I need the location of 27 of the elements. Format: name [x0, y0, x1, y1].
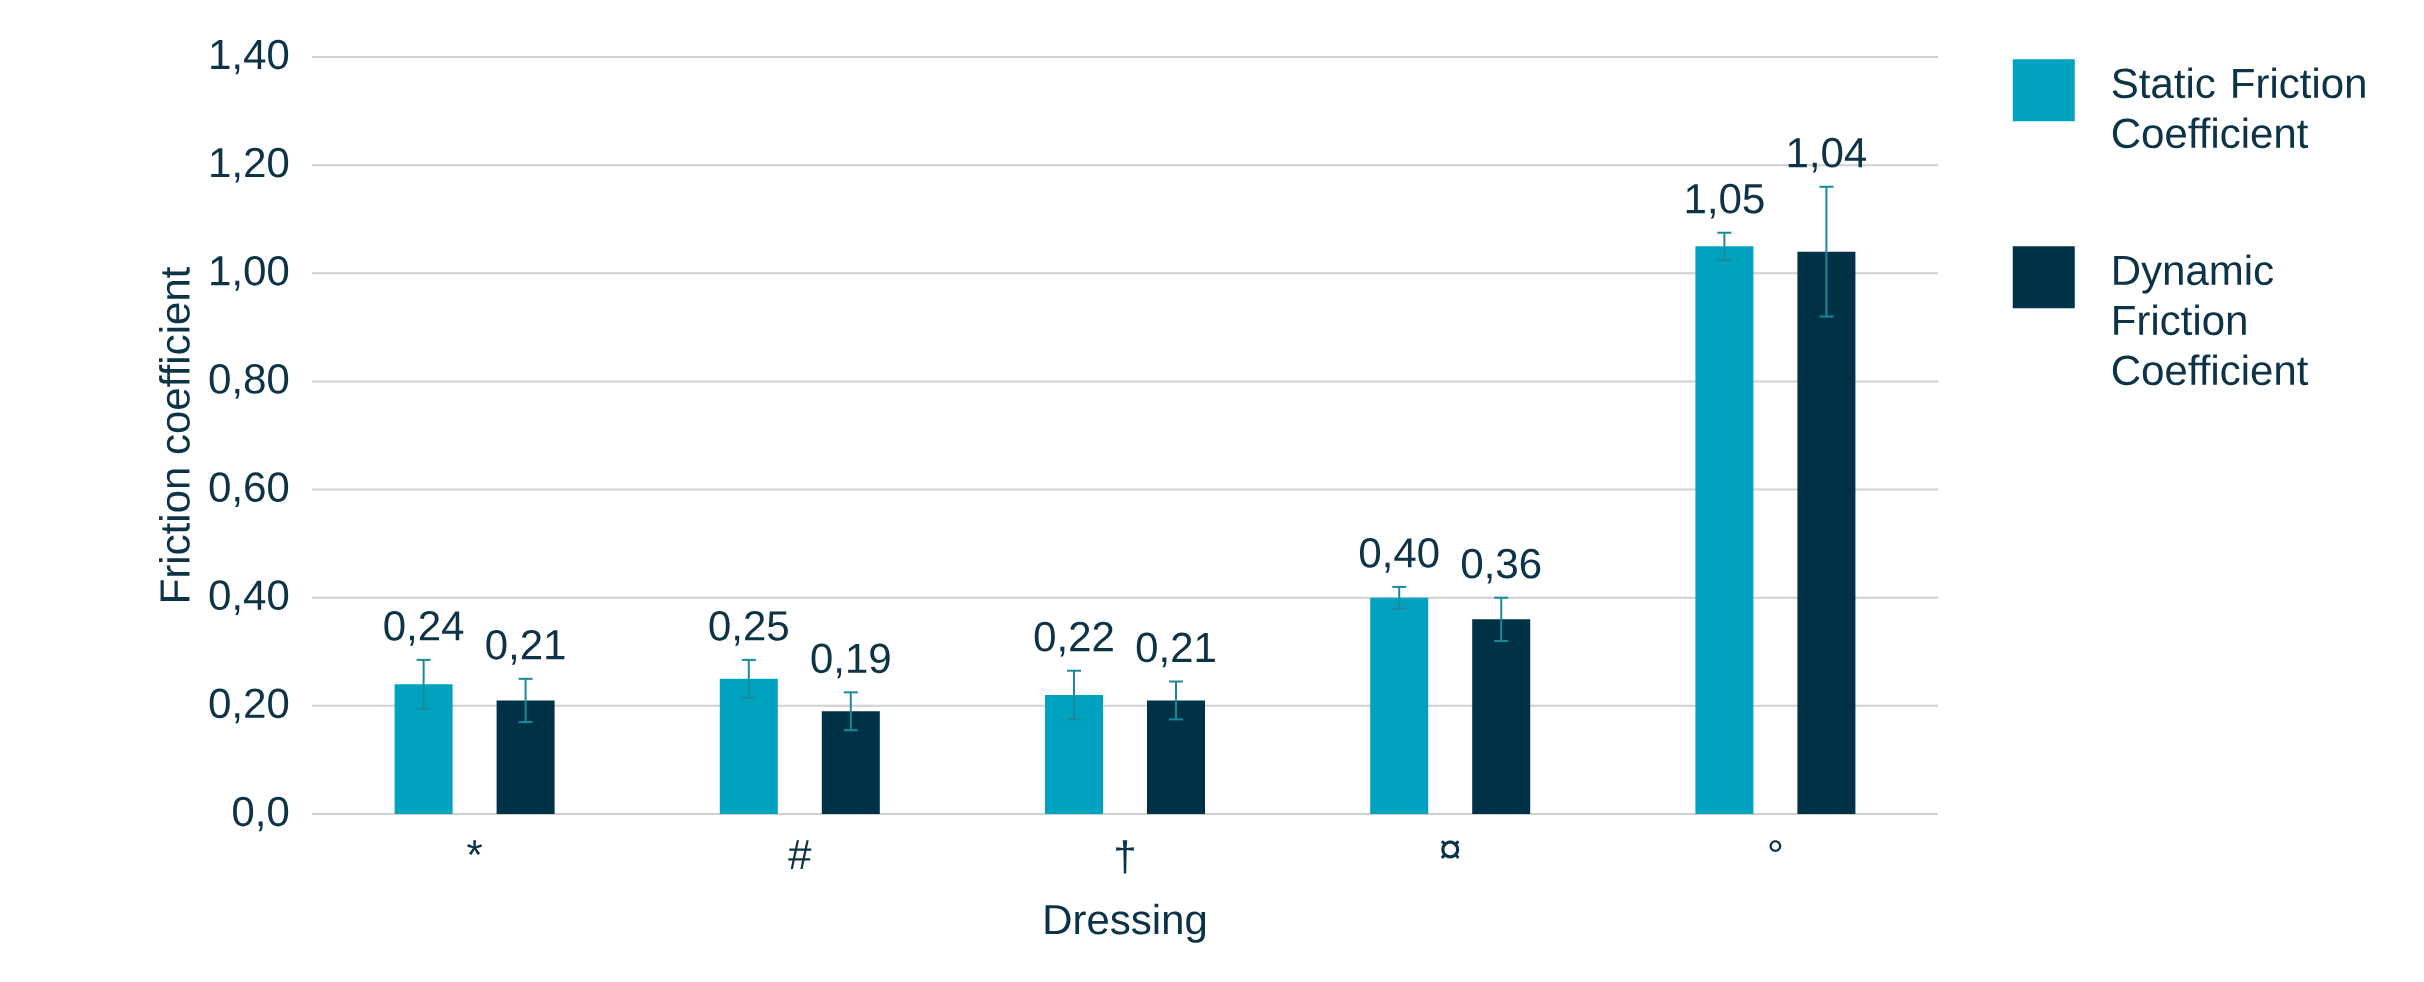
data-label: 0,21	[486, 629, 565, 665]
data-label: 0,21	[1136, 632, 1215, 668]
y-tick-label: 0,20	[209, 688, 289, 724]
data-label: 1,05	[1686, 183, 1764, 219]
x-axis-title: Dressing	[1045, 903, 1206, 943]
data-label: 0,24	[384, 610, 464, 646]
y-tick-label: 0,80	[209, 364, 289, 399]
y-tick-label: 0,60	[209, 472, 289, 507]
x-tick-label: *	[467, 840, 483, 855]
x-tick-label: °	[1769, 840, 1782, 852]
y-tick-label: 1,40	[211, 39, 289, 75]
y-tick-label: 0,40	[209, 580, 289, 616]
y-tick-label: 1,20	[211, 147, 289, 183]
y-tick-label: 1,00	[211, 255, 289, 291]
y-axis-title: Friction coefficient	[159, 266, 190, 601]
data-label: 0,40	[1359, 538, 1439, 573]
data-label: 0,19	[811, 643, 890, 679]
y-tick-label: 0,0	[233, 796, 289, 832]
data-label: 0,36	[1461, 548, 1541, 584]
data-label: 1,04	[1788, 137, 1867, 173]
x-tick-label: ¤	[1440, 840, 1460, 859]
data-label: 0,22	[1034, 621, 1113, 657]
legend-label: Static Friction Coefficient	[2112, 67, 2365, 149]
data-label: 0,25	[709, 610, 788, 646]
x-tick-label: †	[1116, 840, 1134, 874]
x-tick-label: #	[788, 840, 812, 869]
legend-label: Dynamic Friction Coefficient	[2112, 254, 2309, 386]
